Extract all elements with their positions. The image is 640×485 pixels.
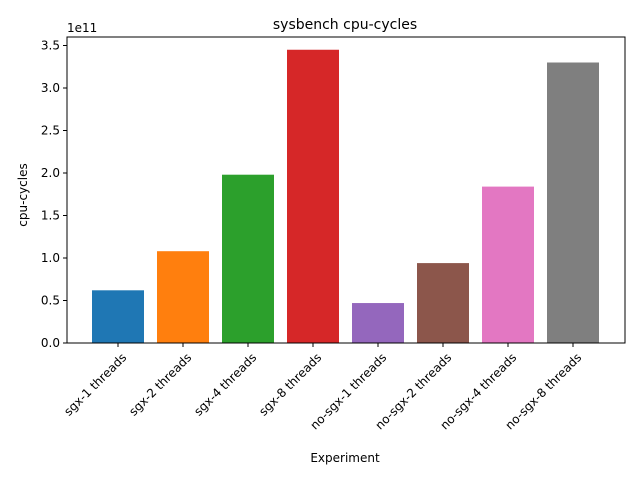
bar	[287, 49, 339, 343]
y-axis: 0.0 0.5 1.0 1.5 2.0 2.5 3.0 3.5	[41, 39, 67, 350]
bar	[547, 62, 599, 343]
y-tick-label: 0.0	[41, 336, 60, 350]
bar	[157, 251, 209, 343]
y-tick-label: 0.5	[41, 294, 60, 308]
y-tick-label: 1.5	[41, 209, 60, 223]
bar	[482, 186, 534, 343]
x-tick-label: sgx-8 threads	[256, 350, 324, 418]
bar	[222, 174, 274, 343]
y-tick-label: 1.0	[41, 251, 60, 265]
y-axis-label: cpu-cycles	[16, 163, 30, 226]
x-axis-label: Experiment	[310, 451, 380, 465]
x-tick-label: sgx-1 threads	[61, 350, 129, 418]
bar	[352, 303, 404, 343]
plot-frame	[66, 36, 626, 344]
y-tick-label: 2.5	[41, 124, 60, 138]
y-tick-label: 3.0	[41, 81, 60, 95]
x-tick-label: sgx-2 threads	[126, 350, 194, 418]
bar	[417, 263, 469, 343]
y-tick-label: 2.0	[41, 166, 60, 180]
bar	[92, 290, 144, 343]
y-tick-label: 3.5	[41, 39, 60, 53]
y-scale-label: 1e11	[67, 21, 97, 35]
chart-title: sysbench cpu-cycles	[273, 17, 417, 33]
x-tick-label: sgx-4 threads	[191, 350, 259, 418]
bars-layer	[92, 49, 599, 343]
